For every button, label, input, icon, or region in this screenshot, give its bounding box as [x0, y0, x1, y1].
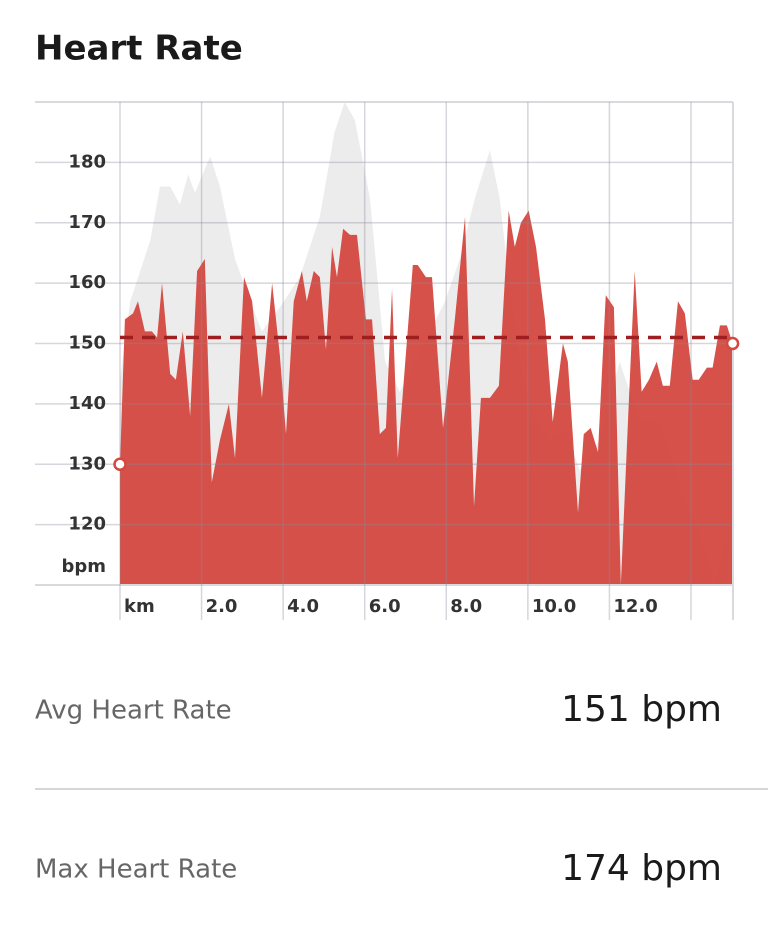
stat-value: 151 bpm — [561, 689, 722, 730]
end-marker — [725, 336, 740, 351]
y-tick-label: 120 — [68, 514, 106, 535]
stat-label: Avg Heart Rate — [35, 696, 232, 726]
y-tick-label: 180 — [68, 151, 106, 172]
x-tick-label: 4.0 — [287, 596, 319, 617]
y-axis-label: bpm — [61, 556, 106, 577]
stat-value: 174 bpm — [561, 848, 722, 889]
x-tick-label: 12.0 — [613, 596, 657, 617]
y-tick-label: 170 — [68, 212, 106, 233]
x-tick-label: 8.0 — [450, 596, 482, 617]
page-title: Heart Rate — [35, 29, 243, 69]
y-tick-label: 130 — [68, 453, 106, 474]
y-tick-label: 140 — [68, 393, 106, 414]
x-tick-label: km — [124, 596, 155, 617]
x-tick-label: 10.0 — [532, 596, 576, 617]
x-tick-label: 2.0 — [206, 596, 238, 617]
y-tick-label: 150 — [68, 333, 106, 354]
y-tick-label: 160 — [68, 272, 106, 293]
x-tick-label: 6.0 — [369, 596, 401, 617]
stat-label: Max Heart Rate — [35, 855, 237, 885]
end-marker — [113, 457, 127, 471]
area — [120, 210, 733, 586]
